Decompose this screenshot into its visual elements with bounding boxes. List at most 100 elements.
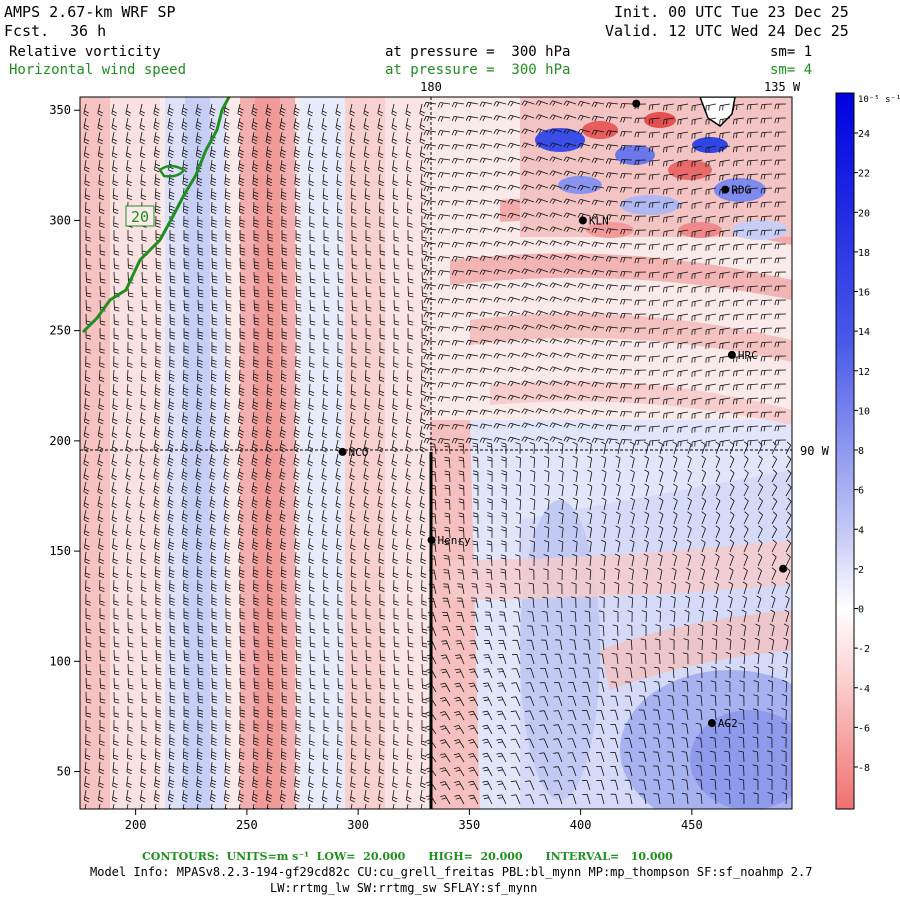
wind-barb xyxy=(677,131,689,139)
wind-barb xyxy=(420,775,426,789)
wind-barb xyxy=(379,257,386,270)
wind-barb xyxy=(648,243,661,250)
wind-barb xyxy=(563,268,577,275)
wind-barb xyxy=(620,145,633,151)
wind-barb xyxy=(525,668,535,679)
wind-barb xyxy=(496,696,507,707)
wind-barb xyxy=(266,565,273,579)
wind-barb xyxy=(746,397,759,404)
wind-barb xyxy=(600,553,606,567)
wind-barb xyxy=(337,313,344,326)
wind-barb xyxy=(782,665,788,679)
wind-barb xyxy=(521,170,535,177)
wind-barb xyxy=(754,651,760,665)
wind-barb xyxy=(112,747,119,760)
wind-barb xyxy=(153,509,160,523)
wind-barb xyxy=(624,737,633,749)
wind-barb xyxy=(770,609,776,623)
wind-barb xyxy=(485,583,493,595)
wind-barb xyxy=(746,201,759,208)
wind-barb xyxy=(677,285,689,293)
wind-barb xyxy=(420,551,426,565)
wind-barb xyxy=(308,761,315,775)
wind-barb xyxy=(648,425,661,432)
wind-barb xyxy=(391,117,398,131)
field2-smoothing: sm= 4 xyxy=(770,62,813,78)
colorbar-label: 4 xyxy=(858,525,864,536)
wind-barb xyxy=(458,442,465,455)
wind-barb xyxy=(125,523,132,537)
wind-barb xyxy=(154,383,161,397)
wind-barb xyxy=(294,565,301,579)
wind-barb xyxy=(351,341,357,354)
wind-barb xyxy=(169,285,176,298)
wind-barb xyxy=(224,173,231,187)
wind-barb xyxy=(223,467,230,481)
wind-barb xyxy=(493,101,507,107)
wind-barb xyxy=(335,523,342,537)
wind-barb xyxy=(760,271,773,278)
wind-barb xyxy=(127,621,134,634)
wind-barb xyxy=(624,723,633,735)
wind-barb xyxy=(364,173,370,187)
wind-barb xyxy=(752,708,759,721)
wind-barb xyxy=(437,256,451,262)
wind-barb xyxy=(84,761,91,775)
wind-barb xyxy=(127,257,134,270)
wind-barb xyxy=(140,537,146,551)
wind-barb xyxy=(563,352,577,359)
wind-barb xyxy=(719,229,731,237)
wind-barb xyxy=(526,654,535,665)
wind-barb xyxy=(752,750,759,763)
wind-barb xyxy=(493,115,507,121)
wind-barb xyxy=(479,325,493,332)
wind-barb xyxy=(493,185,507,191)
wind-barb xyxy=(479,395,493,402)
wind-barb xyxy=(639,793,647,805)
wind-barb xyxy=(113,733,119,746)
wind-barb xyxy=(225,719,231,732)
wind-barb xyxy=(393,649,400,662)
wind-barb xyxy=(774,397,787,404)
wind-barb xyxy=(309,355,315,368)
wind-barb xyxy=(294,551,301,565)
wind-barb xyxy=(767,708,773,721)
wind-barb xyxy=(377,789,384,803)
wind-barb xyxy=(336,159,342,173)
wind-barb xyxy=(611,653,619,665)
wind-barb xyxy=(423,213,437,220)
wind-barb xyxy=(169,635,176,648)
wind-barb xyxy=(295,719,301,732)
wind-barb xyxy=(351,733,357,746)
wind-barb xyxy=(377,117,384,131)
wind-barb xyxy=(239,327,245,340)
wind-barb xyxy=(253,579,259,592)
wind-barb xyxy=(585,596,591,608)
wind-barb xyxy=(677,425,689,433)
wind-barb xyxy=(225,705,231,718)
wind-barb xyxy=(771,441,777,455)
wind-barb xyxy=(439,753,451,763)
wind-barb xyxy=(85,621,92,634)
wind-barb xyxy=(293,481,300,495)
wind-barb xyxy=(743,483,749,497)
wind-barb xyxy=(527,611,535,623)
wind-barb xyxy=(557,568,563,581)
wind-barb xyxy=(572,469,578,483)
wind-barb xyxy=(365,243,372,256)
wind-barb xyxy=(323,215,329,228)
colorbar-label: 2 xyxy=(858,565,864,576)
wind-barb xyxy=(154,775,161,789)
wind-barb xyxy=(558,497,564,511)
wind-barb xyxy=(719,173,731,181)
wind-barb xyxy=(753,694,759,707)
wind-barb xyxy=(85,243,92,256)
wind-barb xyxy=(420,187,427,201)
wind-barb xyxy=(760,173,773,180)
wind-barb xyxy=(181,481,188,495)
wind-barb xyxy=(638,751,647,763)
wind-barb xyxy=(686,539,692,553)
wind-barb xyxy=(549,128,563,135)
wind-barb xyxy=(169,719,175,732)
wind-barb xyxy=(465,157,479,164)
